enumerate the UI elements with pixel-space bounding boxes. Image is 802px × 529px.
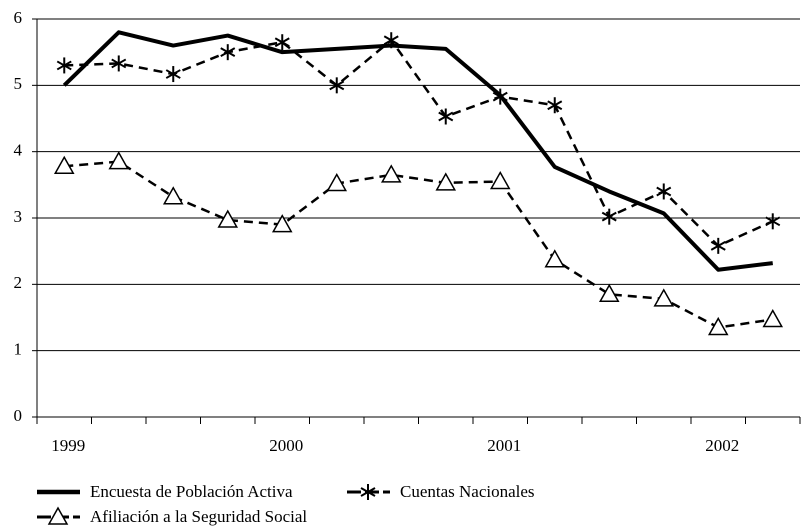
star-stroke — [111, 58, 127, 69]
point-marker — [111, 55, 127, 72]
star-stroke — [383, 35, 399, 46]
y-tick-label: 6 — [14, 8, 23, 27]
y-tick-label: 0 — [14, 406, 23, 425]
point-marker — [492, 88, 508, 105]
y-tick-label: 3 — [14, 207, 23, 226]
point-marker — [544, 249, 566, 268]
star-stroke — [492, 91, 508, 102]
point-marker — [438, 108, 454, 125]
star-stroke — [547, 100, 563, 111]
point-marker — [165, 66, 181, 83]
legend-marker — [47, 506, 69, 525]
x-tick-label: 2002 — [705, 436, 739, 455]
point-marker — [601, 208, 617, 225]
series-line — [62, 30, 773, 272]
point-marker — [598, 283, 620, 303]
legend-label: Afiliación a la Seguridad Social — [90, 507, 307, 526]
point-marker — [653, 288, 675, 307]
star-stroke — [274, 37, 290, 48]
point-marker — [489, 170, 511, 190]
legend-label: Encuesta de Población Activa — [90, 482, 293, 501]
point-marker — [53, 155, 75, 175]
point-marker — [329, 77, 345, 94]
point-marker — [326, 172, 348, 192]
star-stroke — [56, 60, 72, 71]
point-marker — [108, 151, 130, 170]
star-stroke — [165, 69, 181, 79]
star-stroke — [765, 216, 781, 227]
x-tick-label: 2000 — [269, 436, 303, 455]
point-marker — [707, 316, 729, 336]
star-stroke — [710, 240, 726, 251]
legend-label: Cuentas Nacionales — [400, 482, 535, 501]
star-stroke — [438, 111, 454, 122]
y-tick-label: 5 — [14, 74, 23, 93]
point-marker — [383, 32, 399, 49]
y-tick-label: 2 — [14, 273, 23, 292]
point-marker — [656, 183, 672, 200]
point-marker — [547, 97, 563, 114]
point-marker — [380, 164, 402, 183]
point-marker — [274, 34, 290, 51]
point-marker — [762, 308, 784, 328]
point-marker — [56, 57, 72, 74]
point-marker — [162, 186, 184, 205]
series-line — [64, 38, 774, 248]
point-marker — [765, 213, 781, 230]
point-marker — [710, 237, 726, 254]
star-stroke — [360, 487, 376, 497]
y-tick-label: 1 — [14, 340, 23, 359]
star-stroke — [656, 186, 672, 197]
legend-marker — [360, 484, 376, 500]
point-marker — [220, 44, 236, 61]
y-tick-label: 4 — [14, 141, 23, 160]
x-tick-label: 1999 — [51, 436, 85, 455]
point-marker — [435, 172, 457, 191]
point-marker — [217, 209, 239, 228]
point-marker — [271, 214, 293, 233]
star-stroke — [601, 211, 617, 222]
x-tick-label: 2001 — [487, 436, 521, 455]
star-stroke — [220, 47, 236, 58]
star-stroke — [329, 80, 345, 91]
